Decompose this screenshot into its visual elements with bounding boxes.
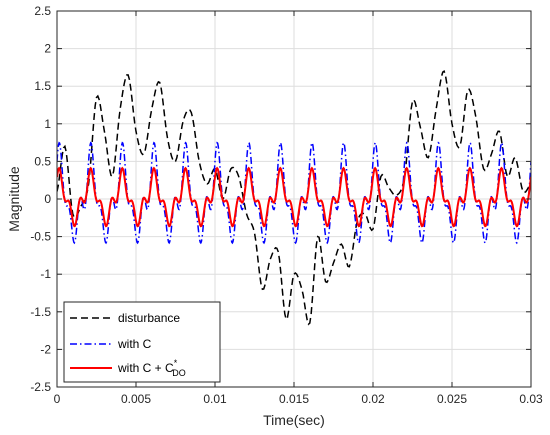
series-line-disturbance — [57, 69, 531, 326]
y-tick-label: 0.5 — [34, 154, 51, 168]
x-tick-label: 0.015 — [279, 392, 309, 406]
y-tick-label: 2 — [44, 42, 51, 56]
series-line-with-c — [57, 141, 531, 245]
y-axis-label: Magnitude — [6, 166, 22, 232]
y-tick-label: -1.5 — [30, 305, 51, 319]
x-axis-label: Time(sec) — [263, 412, 325, 428]
x-tick-label: 0 — [54, 392, 61, 406]
legend-label-with-c-cdo-main: with C + C — [117, 361, 174, 375]
legend-label-with-c-cdo: with C + C* DO — [117, 358, 186, 378]
y-tick-label: -1 — [40, 267, 51, 281]
x-tick-label: 0.025 — [437, 392, 467, 406]
legend-label-with-c: with C — [117, 337, 152, 351]
x-tick-label: 0.01 — [203, 392, 227, 406]
y-tick-label: 1 — [44, 117, 51, 131]
x-axis-ticks: 0 0.005 0.01 0.015 0.02 0.025 0.03 — [54, 11, 543, 406]
y-tick-label: -2 — [40, 342, 51, 356]
legend-label-superscript: * — [174, 358, 178, 368]
y-tick-label: 2.5 — [34, 4, 51, 18]
y-tick-label: 1.5 — [34, 79, 51, 93]
legend-label-subscript: DO — [172, 368, 186, 378]
legend-label-disturbance: disturbance — [118, 311, 180, 325]
series-layer — [57, 69, 531, 326]
x-tick-label: 0.005 — [121, 392, 151, 406]
y-axis-ticks: -2.5 -2 -1.5 -1 -0.5 0 0.5 1 1.5 2 2.5 — [30, 4, 531, 394]
y-tick-label: 0 — [44, 192, 51, 206]
y-tick-label: -2.5 — [30, 380, 51, 394]
series-line-with-c-cdo — [57, 166, 531, 228]
y-tick-label: -0.5 — [30, 230, 51, 244]
legend: disturbance with C with C + C* DO — [63, 301, 221, 383]
x-tick-label: 0.03 — [519, 392, 543, 406]
x-tick-label: 0.02 — [361, 392, 385, 406]
